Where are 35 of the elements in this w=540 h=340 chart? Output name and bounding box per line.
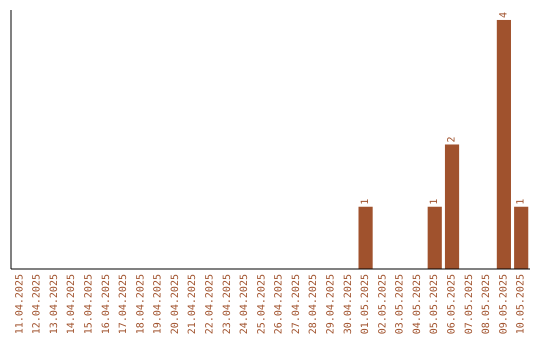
x-tick-label: 25.04.2025 <box>256 274 268 334</box>
x-tick-label: 14.04.2025 <box>66 274 78 334</box>
x-tick-label: 03.05.2025 <box>394 274 406 334</box>
x-tick-label: 09.05.2025 <box>498 274 510 334</box>
x-tick-label: 19.04.2025 <box>152 274 164 334</box>
x-tick-label: 07.05.2025 <box>464 274 475 334</box>
x-tick-label: 17.04.2025 <box>118 274 130 334</box>
data-label: 1 <box>516 198 527 205</box>
x-tick-label: 10.05.2025 <box>516 274 527 334</box>
x-tick-label: 04.05.2025 <box>412 274 423 334</box>
x-tick-label: 29.04.2025 <box>326 274 337 334</box>
x-tick-label: 18.04.2025 <box>135 274 146 334</box>
x-tick-label: 06.05.2025 <box>446 274 458 334</box>
x-tick-label: 08.05.2025 <box>481 274 492 334</box>
data-label: 2 <box>446 136 458 142</box>
x-tick-label: 30.04.2025 <box>342 274 354 334</box>
x-tick-label: 28.04.2025 <box>308 274 320 334</box>
x-tick-label: 24.04.2025 <box>239 274 250 334</box>
x-tick-label: 01.05.2025 <box>360 274 372 334</box>
x-tick-label: 27.04.2025 <box>290 274 302 334</box>
x-tick-label: 26.04.2025 <box>274 274 285 334</box>
data-label: 4 <box>498 12 510 18</box>
x-tick-label: 05.05.2025 <box>429 274 440 334</box>
x-tick-label: 21.04.2025 <box>187 274 198 334</box>
x-tick-label: 20.04.2025 <box>170 274 181 334</box>
data-label: 1 <box>360 198 372 205</box>
x-tick-label: 15.04.2025 <box>83 274 94 334</box>
x-tick-label: 16.04.2025 <box>100 274 112 334</box>
x-tick-label: 23.04.2025 <box>222 274 233 334</box>
x-tick-label: 13.04.2025 <box>48 274 60 334</box>
x-tick-label: 12.04.2025 <box>32 274 43 334</box>
data-label: 1 <box>429 198 440 205</box>
x-tick-label: 02.05.2025 <box>377 274 388 334</box>
x-tick-label: 11.04.2025 <box>14 274 26 334</box>
x-tick-label: 22.04.2025 <box>204 274 216 334</box>
